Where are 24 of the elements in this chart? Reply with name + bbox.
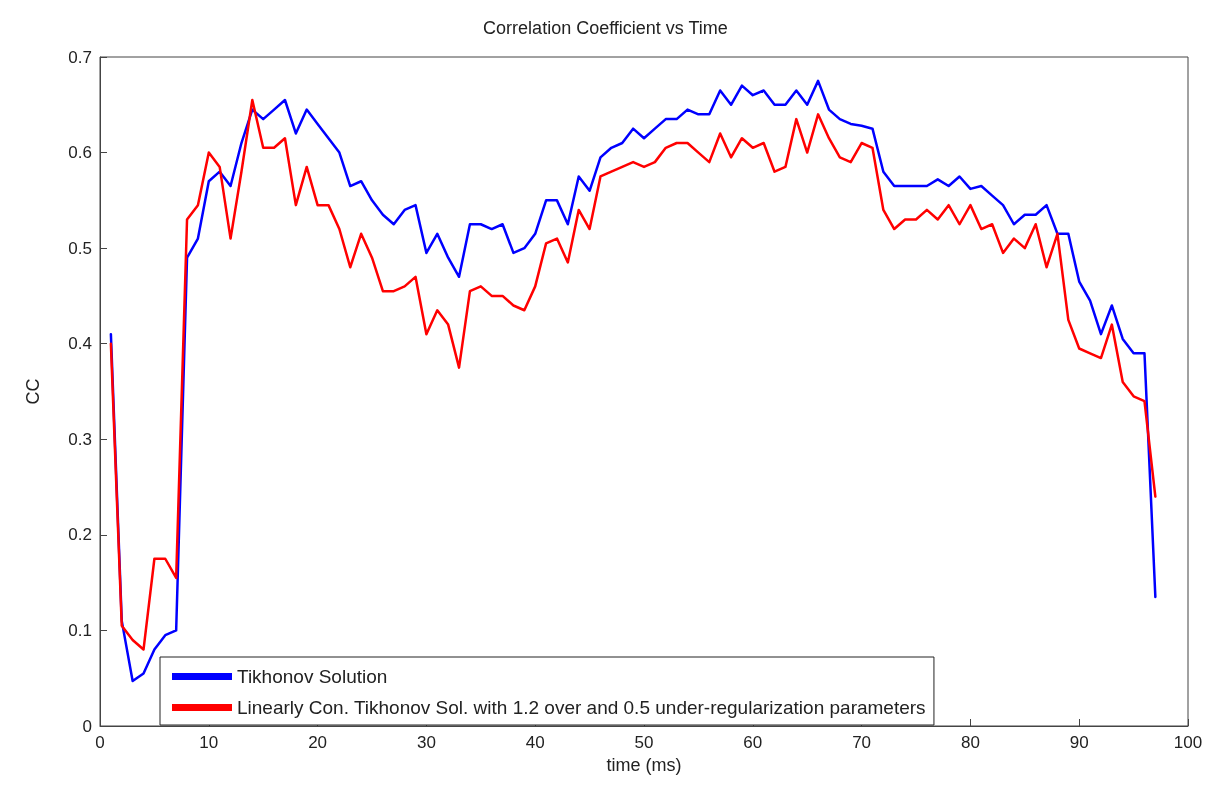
y-tick-label: 0.7 [68,47,92,67]
x-tick-label: 70 [852,733,872,752]
legend-label: Tikhonov Solution [237,666,388,687]
x-tick-label: 100 [1173,733,1203,752]
x-tick-label: 80 [960,733,980,752]
y-tick-label: 0.2 [68,525,92,545]
x-tick-label: 60 [743,733,763,752]
y-tick-label: 0.5 [68,238,92,258]
x-axis-title: time (ms) [606,754,682,775]
y-tick-label: 0.3 [68,429,92,449]
x-tick-label: 30 [416,733,436,752]
y-tick-label: 0 [82,716,92,736]
x-tick-label: 0 [95,733,105,752]
legend-label: Linearly Con. Tikhonov Sol. with 1.2 over and 0.5 under-regularization parameters [237,697,926,718]
x-tick-label: 50 [634,733,654,752]
chart-title: Correlation Coefficient vs Time [483,18,728,38]
y-tick-label: 0.4 [68,334,92,354]
x-tick-label: 20 [308,733,328,752]
x-tick-label: 90 [1069,733,1089,752]
x-tick-label: 40 [525,733,545,752]
y-tick-label: 0.6 [68,143,92,163]
y-axis-title: CC [23,378,43,405]
y-tick-label: 0.1 [68,620,92,640]
x-tick-label: 10 [199,733,219,752]
